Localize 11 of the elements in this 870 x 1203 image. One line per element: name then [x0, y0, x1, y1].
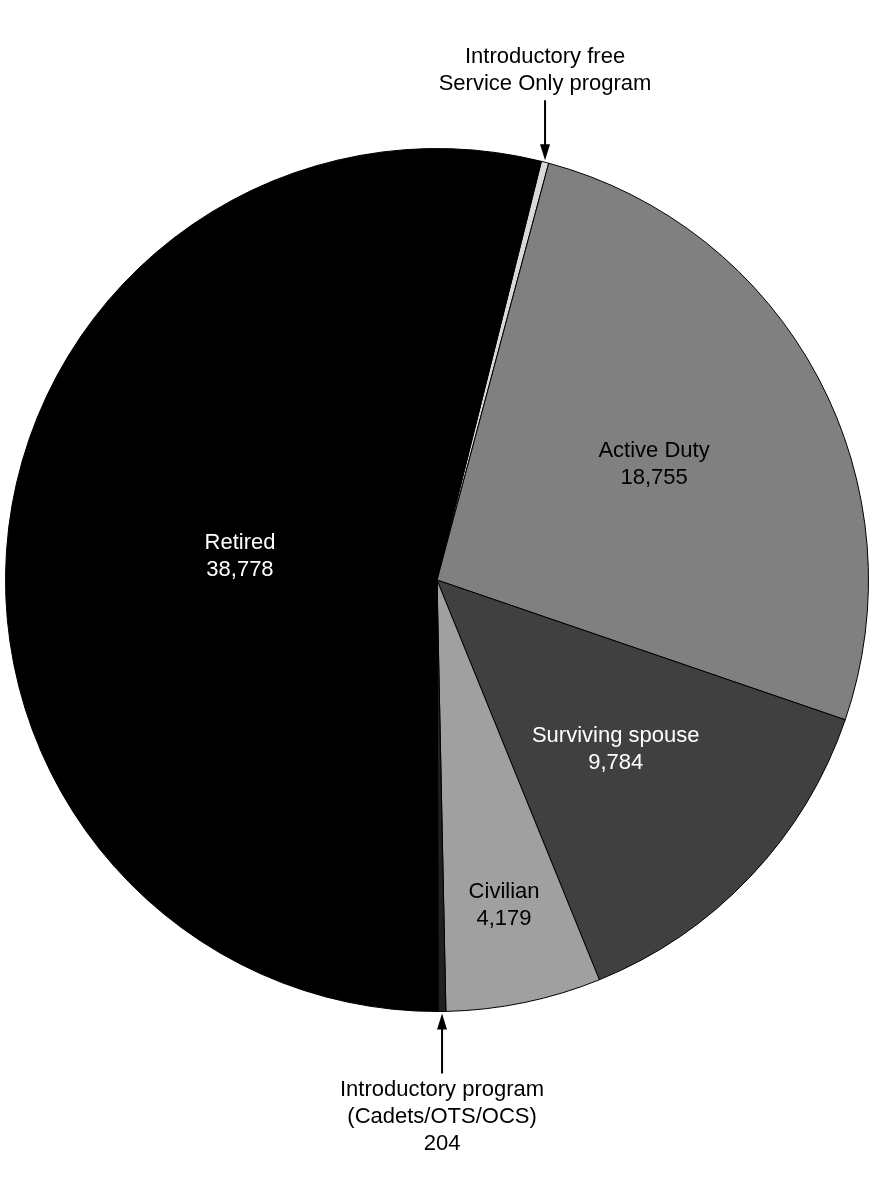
slice-label: Introductory program (Cadets/OTS/OCS)	[339, 1075, 545, 1128]
data-label: 204	[423, 1129, 461, 1155]
data-label: 38,778	[206, 555, 274, 581]
slice-label: Introductory free Service Only program	[438, 43, 652, 96]
slice-label: Surviving spouse	[531, 721, 700, 747]
data-label: 9,784	[588, 748, 644, 774]
slice-label: Retired	[204, 528, 276, 554]
data-label: 18,755	[620, 463, 688, 489]
data-label: 4,179	[476, 904, 532, 930]
slice-label: Civilian	[468, 877, 540, 903]
slice-label: Active Duty	[598, 436, 710, 462]
